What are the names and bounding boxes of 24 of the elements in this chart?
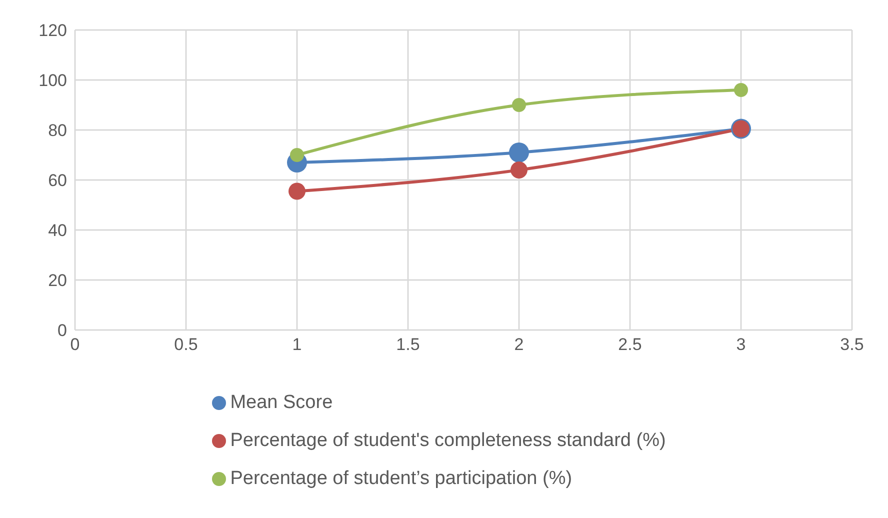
x-tick-label: 0 — [70, 335, 80, 354]
point — [290, 148, 304, 162]
point — [510, 162, 528, 178]
x-tick-label: 0.5 — [174, 335, 198, 354]
legend-label: Percentage of student’s participation (%) — [230, 468, 572, 489]
x-tick-label: 2 — [514, 335, 524, 354]
x-tick-label: 2.5 — [618, 335, 642, 354]
x-tick-label: 3.5 — [840, 335, 864, 354]
x-tick-label: 1.5 — [396, 335, 420, 354]
x-tick-label: 1 — [292, 335, 302, 354]
y-tick-label: 20 — [48, 271, 67, 290]
point — [288, 182, 306, 200]
y-tick-label: 120 — [38, 21, 67, 40]
point — [509, 142, 529, 162]
point — [512, 98, 526, 112]
point — [734, 83, 748, 97]
x-tick-label: 3 — [736, 335, 746, 354]
y-tick-label: 60 — [48, 171, 67, 190]
y-tick-label: 0 — [58, 321, 67, 340]
legend-label: Mean Score — [230, 392, 333, 413]
y-tick-label: 100 — [38, 71, 67, 90]
y-tick-label: 80 — [48, 121, 67, 140]
legend-label: Percentage of student's completeness standard (%) — [230, 430, 666, 451]
y-tick-label: 40 — [48, 221, 67, 240]
